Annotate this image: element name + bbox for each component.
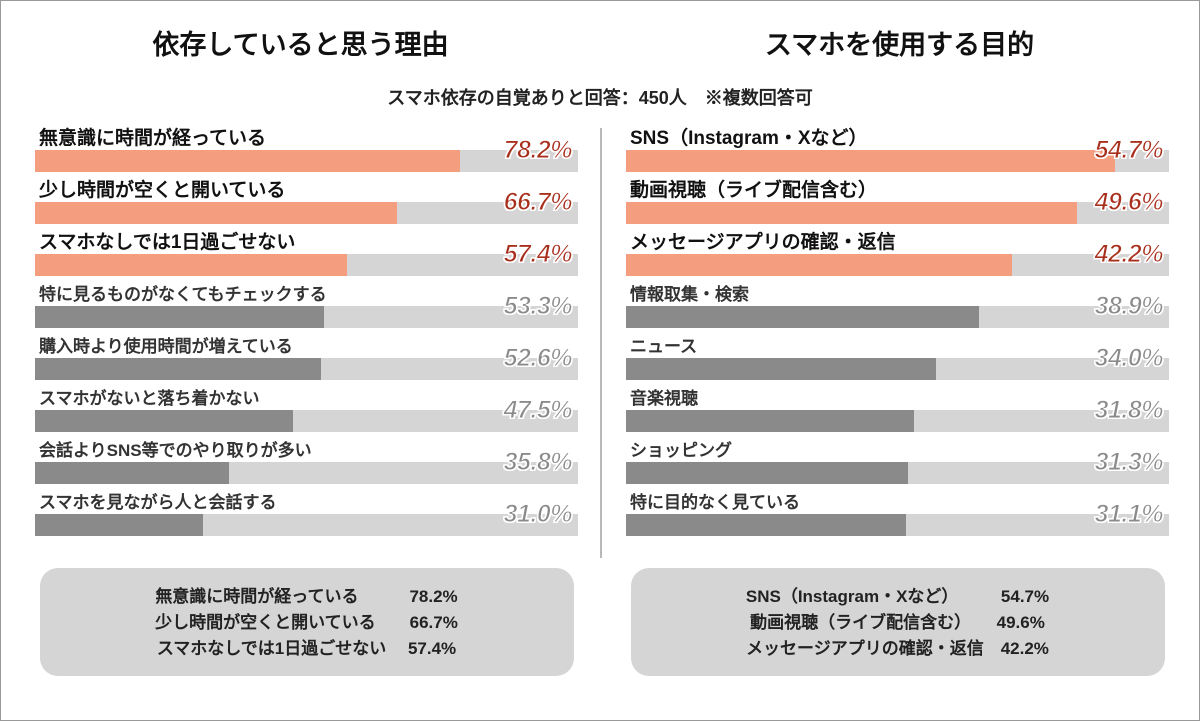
bar-label: ニュース	[630, 334, 697, 360]
bar-value: 38.9%	[1095, 282, 1163, 330]
bar-value: 35.8%	[504, 438, 572, 486]
bar-label: 特に目的なく見ている	[630, 490, 800, 516]
bar-row: 音楽視聴 31.8%	[626, 386, 1169, 434]
bar-value: 47.5%	[504, 386, 572, 434]
bar-label: ショッピング	[630, 438, 732, 464]
chart-columns: 無意識に時間が経っている78.2%少し時間が空くと開いている66.7%スマホなし…	[1, 126, 1199, 542]
summary-row: 無意識に時間が経っている 78.2%少し時間が空くと開いている 66.7%スマホ…	[1, 568, 1199, 676]
bar-label: 情報取集・検索	[630, 282, 749, 308]
bar-row: ニュース 34.0%	[626, 334, 1169, 382]
bar-label: メッセージアプリの確認・返信	[630, 230, 896, 256]
header-row: 依存していると思う理由 スマホを使用する目的	[1, 1, 1199, 62]
left-chart: 無意識に時間が経っている78.2%少し時間が空くと開いている66.7%スマホなし…	[35, 126, 602, 542]
right-summary-box: SNS（Instagram・Xなど） 54.7%動画視聴（ライブ配信含む） 49…	[631, 568, 1165, 676]
bar-fill	[35, 254, 347, 276]
bar-fill	[35, 306, 324, 328]
bar-value: 54.7%	[1095, 126, 1163, 174]
bar-value: 52.6%	[504, 334, 572, 382]
bar-value: 66.7%	[504, 178, 572, 226]
bar-row: 特に目的なく見ている 31.1%	[626, 490, 1169, 538]
bar-row: 動画視聴（ライブ配信含む） 49.6%	[626, 178, 1169, 226]
bar-row: ショッピング 31.3%	[626, 438, 1169, 486]
bar-value: 31.0%	[504, 490, 572, 538]
summary-line: 動画視聴（ライブ配信含む） 49.6%	[651, 610, 1145, 636]
bar-fill	[35, 410, 293, 432]
bar-value: 49.6%	[1095, 178, 1163, 226]
bar-row: スマホがないと落ち着かない 47.5%	[35, 386, 578, 434]
bar-row: 特に見るものがなくてもチェックする 53.3%	[35, 282, 578, 330]
right-title: スマホを使用する目的	[600, 23, 1199, 62]
summary-line: スマホなしでは1日過ごせない 57.4%	[60, 636, 554, 662]
bar-label: 音楽視聴	[630, 386, 698, 412]
summary-line: SNS（Instagram・Xなど） 54.7%	[651, 584, 1145, 610]
bar-fill	[35, 150, 460, 172]
bar-value: 31.3%	[1095, 438, 1163, 486]
bar-row: 会話よりSNS等でのやり取りが多い 35.8%	[35, 438, 578, 486]
bar-row: 情報取集・検索 38.9%	[626, 282, 1169, 330]
bar-fill	[35, 202, 397, 224]
bar-label: 動画視聴（ライブ配信含む）	[630, 178, 877, 204]
bar-fill	[626, 202, 1077, 224]
bar-fill	[626, 254, 1012, 276]
bar-label: スマホがないと落ち着かない	[39, 386, 260, 412]
bar-fill	[626, 150, 1115, 172]
bar-value: 31.8%	[1095, 386, 1163, 434]
bar-fill	[626, 306, 979, 328]
bar-row: スマホなしでは1日過ごせない 57.4%	[35, 230, 578, 278]
bar-label: 少し時間が空くと開いている	[39, 178, 285, 204]
bar-value: 42.2%	[1095, 230, 1163, 278]
bar-value: 34.0%	[1095, 334, 1163, 382]
bar-label: 特に見るものがなくてもチェックする	[39, 282, 327, 308]
bar-label: 購入時より使用時間が増えている	[39, 334, 293, 360]
summary-line: 少し時間が空くと開いている 66.7%	[60, 610, 554, 636]
bar-fill	[35, 514, 203, 536]
bar-fill	[35, 462, 229, 484]
bar-row: メッセージアプリの確認・返信 42.2%	[626, 230, 1169, 278]
bar-label: SNS（Instagram・Xなど）	[630, 126, 868, 152]
summary-line: メッセージアプリの確認・返信 42.2%	[651, 636, 1145, 662]
bar-label: 会話よりSNS等でのやり取りが多い	[39, 438, 312, 464]
bar-value: 57.4%	[504, 230, 572, 278]
column-divider	[600, 128, 602, 558]
bar-fill	[626, 514, 906, 536]
right-chart: SNS（Instagram・Xなど） 54.7% 動画視聴（ライブ配信含む） 49.6…	[602, 126, 1169, 542]
bar-label: スマホを見ながら人と会話する	[39, 490, 277, 516]
bar-value: 78.2%	[504, 126, 572, 174]
bar-label: スマホなしでは1日過ごせない	[39, 230, 295, 256]
subheader: スマホ依存の自覚ありと回答：450人 ※複数回答可	[1, 84, 1199, 110]
bar-fill	[626, 410, 914, 432]
bar-fill	[35, 358, 321, 380]
bar-fill	[626, 358, 936, 380]
bar-row: 無意識に時間が経っている 78.2%	[35, 126, 578, 174]
bar-row: 購入時より使用時間が増えている 52.6%	[35, 334, 578, 382]
summary-line: 無意識に時間が経っている 78.2%	[60, 584, 554, 610]
left-summary-box: 無意識に時間が経っている 78.2%少し時間が空くと開いている 66.7%スマホ…	[40, 568, 574, 676]
bar-value: 31.1%	[1095, 490, 1163, 538]
bar-label: 無意識に時間が経っている	[39, 126, 266, 152]
bar-row: SNS（Instagram・Xなど） 54.7%	[626, 126, 1169, 174]
bar-value: 53.3%	[504, 282, 572, 330]
left-title: 依存していると思う理由	[1, 23, 600, 62]
bar-fill	[626, 462, 908, 484]
bar-row: 少し時間が空くと開いている 66.7%	[35, 178, 578, 226]
bar-row: スマホを見ながら人と会話する 31.0%	[35, 490, 578, 538]
